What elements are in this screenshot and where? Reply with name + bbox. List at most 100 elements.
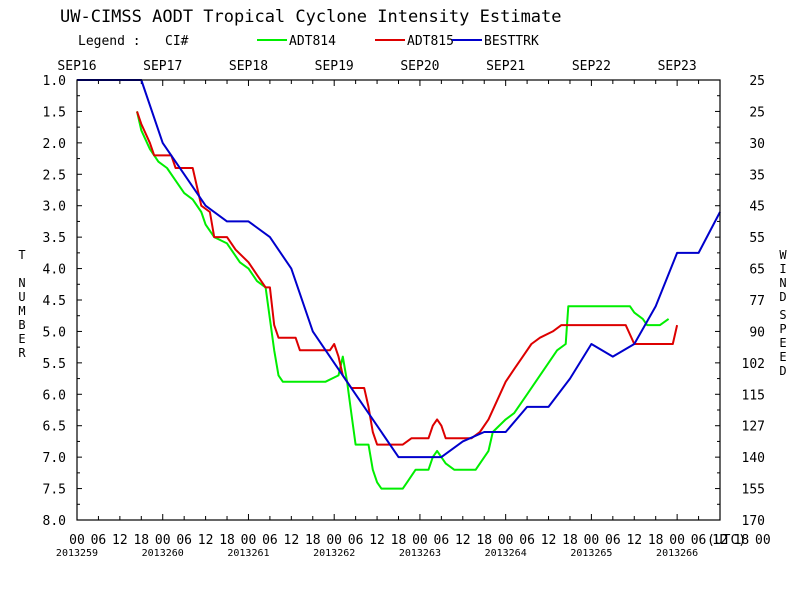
right-tick-label: 90 (749, 325, 765, 340)
bottom-hour-label: 06 (519, 533, 535, 548)
left-tick-label: 6.0 (43, 388, 66, 403)
julian-date-label: 2013261 (227, 548, 269, 559)
right-tick-label: 140 (742, 451, 765, 466)
left-axis-letter: B (18, 318, 25, 332)
top-date-label: SEP16 (57, 59, 96, 74)
bottom-hour-label: 06 (348, 533, 364, 548)
right-tick-label: 25 (749, 74, 765, 89)
utc-label: (UTC) (707, 533, 746, 548)
julian-date-label: 2013260 (142, 548, 184, 559)
legend-entry-adt815: ADT815 (407, 34, 454, 49)
left-tick-label: 8.0 (43, 514, 66, 529)
bottom-hour-label: 12 (284, 533, 300, 548)
bottom-hour-label: 12 (198, 533, 214, 548)
left-tick-label: 7.0 (43, 451, 66, 466)
right-tick-label: 115 (742, 388, 765, 403)
legend-ci-label: CI# (165, 34, 189, 49)
bottom-hour-label: 18 (648, 533, 664, 548)
top-date-label: SEP21 (486, 59, 525, 74)
left-axis-letter: M (18, 304, 25, 318)
right-axis-letter: D (779, 290, 786, 304)
bottom-hour-label: 18 (391, 533, 407, 548)
bottom-hour-label: 06 (262, 533, 278, 548)
bottom-hour-label: 06 (434, 533, 450, 548)
top-date-label: SEP20 (400, 59, 439, 74)
bottom-hour-label: 18 (305, 533, 321, 548)
plot-frame (76, 79, 721, 521)
top-date-label: SEP23 (658, 59, 697, 74)
right-tick-label: 77 (749, 294, 765, 309)
right-tick-label: 35 (749, 168, 765, 183)
left-tick-label: 2.5 (43, 168, 66, 183)
left-tick-label: 6.5 (43, 420, 66, 435)
series-line-adt815 (136, 111, 679, 446)
bottom-hour-label: 06 (605, 533, 621, 548)
bottom-hour-label: 12 (541, 533, 557, 548)
bottom-hour-label: 18 (562, 533, 578, 548)
bottom-hour-label: 06 (91, 533, 107, 548)
bottom-hour-label: 00 (155, 533, 171, 548)
left-axis-tick-labels: 1.0 1.5 2.0 2.5 3.0 3.5 4.0 4.5 5.0 5.5 6.0 6.5 7.0 7… (43, 74, 66, 529)
left-tick-label: 4.0 (43, 263, 66, 278)
right-axis-letter: I (779, 262, 786, 276)
right-tick-label: 155 (742, 483, 765, 498)
legend-entry-adt814: ADT814 (289, 34, 336, 49)
left-tick-label: 3.0 (43, 200, 66, 215)
bottom-hour-label: 06 (176, 533, 192, 548)
legend-label: Legend : (78, 34, 141, 49)
left-tick-label: 3.5 (43, 231, 66, 246)
right-tick-label: 30 (749, 137, 765, 152)
right-axis-letter: D (779, 364, 786, 378)
left-tick-label: 5.5 (43, 357, 66, 372)
bottom-hour-label: 00 (326, 533, 342, 548)
julian-date-label: 2013266 (656, 548, 698, 559)
right-axis-letter: W (779, 248, 787, 262)
right-tick-label: 45 (749, 200, 765, 215)
julian-date-label: 2013264 (485, 548, 527, 559)
bottom-hour-label: 00 (412, 533, 428, 548)
bottom-hour-label: 00 (584, 533, 600, 548)
bottom-hour-label: 12 (369, 533, 385, 548)
legend: ADT814 ADT815 BESTTRK (257, 34, 539, 49)
right-axis-letter: S (779, 308, 786, 322)
bottom-hour-label: 12 (626, 533, 642, 548)
bottom-hour-label: 18 (219, 533, 235, 548)
bottom-hour-label: 00 (241, 533, 257, 548)
left-tick-label: 1.5 (43, 105, 66, 120)
left-axis-letter: E (18, 332, 25, 346)
right-axis-letter: N (779, 276, 786, 290)
bottom-hour-label: 06 (691, 533, 707, 548)
bottom-hour-label: 18 (133, 533, 149, 548)
julian-date-label: 2013259 (56, 548, 98, 559)
julian-date-label: 2013263 (399, 548, 441, 559)
right-tick-label: 65 (749, 263, 765, 278)
top-date-label: SEP17 (143, 59, 182, 74)
bottom-hour-label: 00 (755, 533, 771, 548)
series-line-adt814 (136, 111, 670, 490)
bottom-hour-label: 12 (112, 533, 128, 548)
bottom-hour-label: 00 (69, 533, 85, 548)
top-date-label: SEP22 (572, 59, 611, 74)
series-lines (77, 79, 721, 490)
left-tick-label: 4.5 (43, 294, 66, 309)
bottom-hour-label: 18 (734, 533, 750, 548)
bottom-hour-label: 12 (712, 533, 728, 548)
left-axis-letter: T (18, 248, 25, 262)
left-axis-letter: U (18, 290, 25, 304)
top-date-labels: SEP16 SEP17 SEP18 SEP19 SEP20 SEP21 SEP22 SEP23 (57, 59, 696, 74)
julian-date-label: 2013262 (313, 548, 355, 559)
series-line-besttrk (77, 79, 721, 459)
julian-date-label: 2013265 (570, 548, 612, 559)
top-date-label: SEP19 (315, 59, 354, 74)
right-tick-label: 170 (742, 514, 765, 529)
bottom-hour-label: 00 (498, 533, 514, 548)
julian-date-labels: 2013259 2013260 2013261 2013262 2013263 20132… (56, 548, 698, 559)
bottom-hour-label: 18 (476, 533, 492, 548)
right-tick-label: 102 (742, 357, 765, 372)
left-axis-letter: R (18, 346, 26, 360)
left-tick-label: 7.5 (43, 483, 66, 498)
chart-title: UW-CIMSS AODT Tropical Cyclone Intensity… (60, 7, 562, 27)
